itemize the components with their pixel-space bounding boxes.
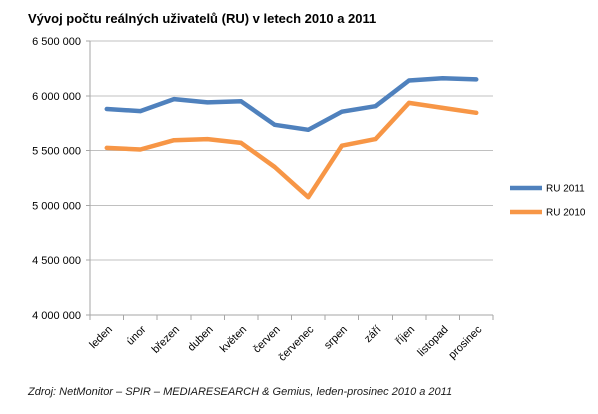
data-point-ru-2011	[171, 97, 176, 102]
data-point-ru-2010	[440, 105, 445, 110]
data-point-ru-2011	[272, 122, 277, 127]
data-point-ru-2010	[171, 138, 176, 143]
data-point-ru-2010	[138, 147, 143, 152]
x-tick-label: květen	[218, 324, 249, 355]
y-tick-label: 4 500 000	[32, 255, 81, 267]
data-point-ru-2011	[306, 127, 311, 132]
source-note: Zdroj: NetMonitor – SPIR – MEDIARESEARCH…	[27, 386, 452, 398]
data-point-ru-2010	[306, 195, 311, 200]
data-point-ru-2010	[373, 137, 378, 142]
legend-item-ru-2011: RU 2011	[510, 184, 585, 195]
data-point-ru-2010	[272, 165, 277, 170]
y-tick-label: 6 500 000	[32, 36, 81, 48]
gridlines	[90, 40, 493, 316]
data-point-ru-2011	[440, 76, 445, 81]
series-group	[104, 76, 479, 200]
x-tick-label: prosinec	[446, 323, 484, 361]
x-tick-label: listopad	[415, 324, 450, 359]
data-point-ru-2011	[138, 109, 143, 114]
plot-area: 4 000 000 4 500 000 5 000 000 5 500 000 6 00…	[32, 36, 494, 364]
x-tick-label: červen	[251, 324, 283, 356]
x-tick-label: únor	[124, 323, 148, 347]
data-point-ru-2011	[373, 104, 378, 109]
data-point-ru-2010	[407, 100, 412, 105]
legend-label: RU 2011	[546, 184, 585, 195]
data-point-ru-2011	[205, 100, 210, 105]
chart-title: Vývoj počtu reálných uživatelů (RU) v le…	[28, 11, 376, 26]
y-tick-label: 5 500 000	[32, 146, 81, 158]
data-point-ru-2011	[239, 99, 244, 104]
data-point-ru-2010	[205, 137, 210, 142]
x-tick-label: září	[362, 324, 383, 345]
data-point-ru-2011	[474, 77, 479, 82]
x-tick-label: červenec	[276, 323, 316, 363]
x-tick-label: březen	[150, 324, 182, 356]
legend: RU 2011 RU 2010	[510, 184, 586, 219]
axes	[86, 40, 494, 320]
x-tick-label: srpen	[322, 324, 350, 352]
data-point-ru-2011	[407, 78, 412, 83]
y-axis-labels: 4 000 000 4 500 000 5 000 000 5 500 000 6 00…	[32, 36, 81, 322]
x-tick-label: říjen	[394, 324, 418, 348]
y-tick-label: 4 000 000	[32, 310, 81, 322]
data-point-ru-2011	[339, 109, 344, 114]
y-tick-label: 6 000 000	[32, 91, 81, 103]
legend-label: RU 2010	[546, 208, 586, 219]
legend-item-ru-2010: RU 2010	[510, 208, 586, 219]
data-point-ru-2010	[339, 143, 344, 148]
data-point-ru-2011	[104, 106, 109, 111]
series-line-ru-2010	[104, 100, 479, 200]
data-point-ru-2010	[104, 145, 109, 150]
y-tick-label: 5 000 000	[32, 200, 81, 212]
x-tick-label: leden	[87, 324, 115, 352]
data-point-ru-2010	[474, 110, 479, 115]
series-line-ru-2011	[104, 76, 479, 133]
data-point-ru-2010	[239, 140, 244, 145]
x-axis-labels: leden únor březen duben květen červenčervenec…	[87, 323, 484, 363]
x-tick-label: duben	[186, 324, 216, 354]
